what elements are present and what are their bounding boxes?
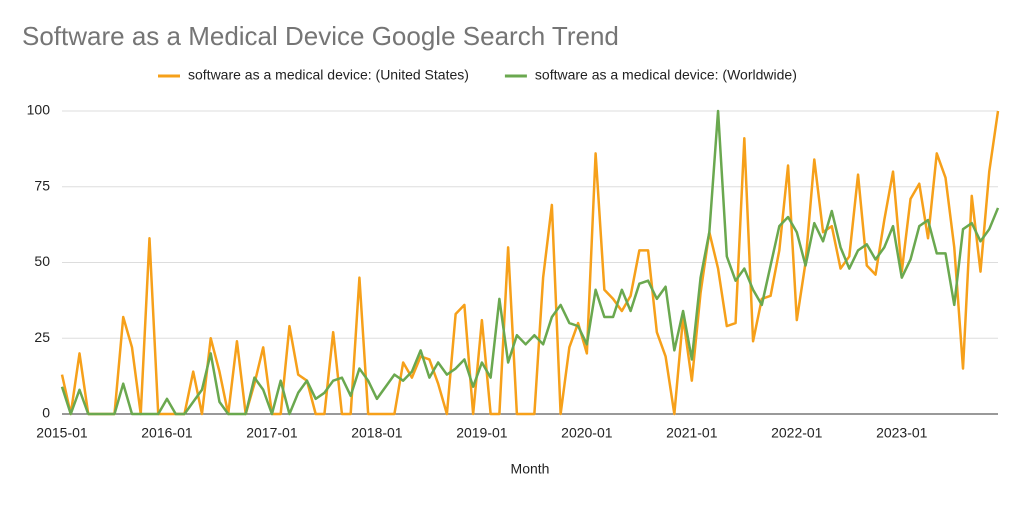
x-tick-label: 2015-01 [36,425,88,441]
x-tick-label: 2019-01 [456,425,508,441]
x-axis-title: Month [511,461,550,477]
y-tick-label: 25 [34,329,50,345]
series-line [60,110,1000,416]
x-tick-label: 2020-01 [561,425,613,441]
x-tick-label: 2018-01 [351,425,403,441]
legend-label: software as a medical device: (United St… [188,67,469,83]
x-tick-label: 2017-01 [246,425,298,441]
x-tick-label: 2016-01 [141,425,193,441]
legend-label: software as a medical device: (Worldwide… [535,67,797,83]
y-tick-label: 100 [27,102,51,118]
y-tick-label: 0 [42,405,50,421]
series-line [60,109,1000,416]
y-tick-label: 75 [34,177,50,193]
chart-title: Software as a Medical Device Google Sear… [22,21,619,51]
x-tick-label: 2021-01 [666,425,718,441]
x-tick-label: 2022-01 [771,425,823,441]
y-tick-label: 50 [34,253,50,269]
x-tick-label: 2023-01 [876,425,928,441]
